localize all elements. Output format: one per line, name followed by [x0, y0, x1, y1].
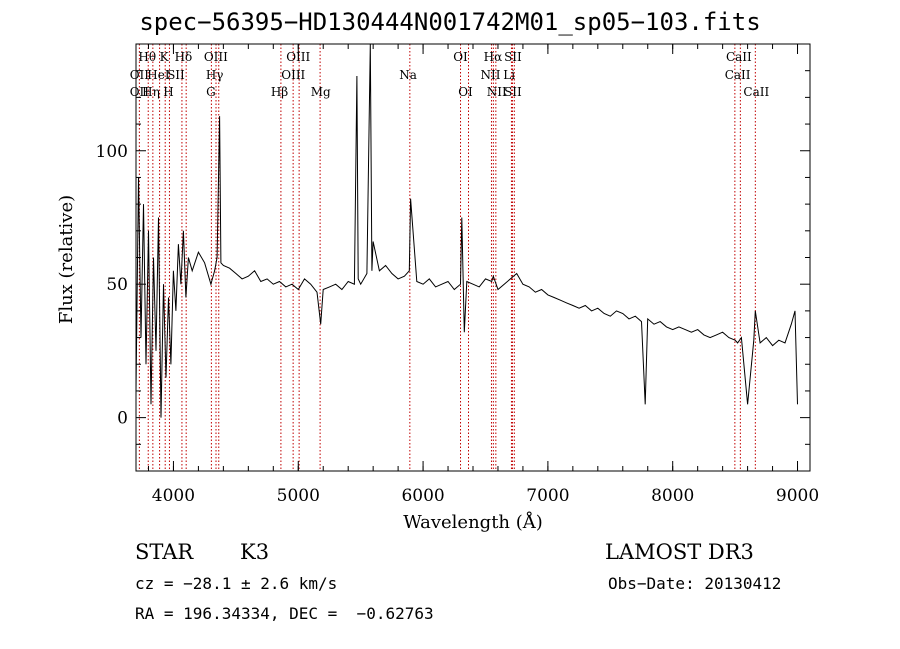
line-label-SII: SII — [167, 68, 185, 82]
line-label-OII: OII — [130, 85, 150, 99]
survey-label: LAMOST DR3 — [605, 540, 754, 564]
line-label-OIII: OIII — [286, 50, 310, 64]
line-label-Mg: Mg — [311, 85, 331, 99]
line-label-HeI: HeI — [147, 68, 170, 82]
line-label-CaII: CaII — [743, 85, 769, 99]
subclass-label: K3 — [240, 540, 270, 564]
line-label-OI: OI — [458, 85, 473, 99]
line-label-Na: Na — [399, 68, 417, 82]
series-line-flux — [135, 43, 798, 418]
line-label-H: H — [163, 85, 173, 99]
line-label-Hδ: Hδ — [175, 50, 193, 64]
x-tick-label: 6000 — [401, 486, 444, 506]
line-label-Hη: Hη — [142, 85, 160, 99]
y-tick-label: 0 — [117, 409, 128, 429]
x-tick-label: 8000 — [651, 486, 694, 506]
line-label-K: K — [160, 50, 170, 64]
line-label-SII: SII — [504, 85, 522, 99]
line-label-CaII: CaII — [725, 68, 751, 82]
class-label: STAR — [135, 540, 194, 564]
x-tick-label: 4000 — [152, 486, 195, 506]
cz-label: cz = −28.1 ± 2.6 km/s — [135, 574, 338, 593]
line-label-OIII: OIII — [204, 50, 228, 64]
line-label-NII: NII — [487, 85, 507, 99]
radec-label: RA = 196.34334, DEC = −0.62763 — [135, 604, 434, 623]
line-label-NII: NII — [480, 68, 500, 82]
line-label-G: G — [206, 85, 216, 99]
line-label-Hα: Hα — [484, 50, 503, 64]
line-label-OI: OI — [453, 50, 468, 64]
obs-date-label: Obs−Date: 20130412 — [608, 574, 782, 593]
line-label-OIII: OIII — [281, 68, 305, 82]
line-label-Hγ: Hγ — [206, 68, 224, 82]
line-label-Hθ: Hθ — [138, 50, 156, 64]
plot-frame — [135, 43, 811, 472]
line-label-CaII: CaII — [726, 50, 752, 64]
y-axis-label: Flux (relative) — [56, 195, 77, 324]
y-tick-label: 100 — [96, 142, 128, 162]
x-tick-label: 7000 — [526, 486, 569, 506]
line-label-SII: SII — [504, 50, 522, 64]
x-tick-label: 5000 — [277, 486, 320, 506]
line-label-Hβ: Hβ — [271, 85, 288, 99]
y-tick-label: 50 — [106, 275, 128, 295]
chart-title: spec−56395−HD130444N001742M01_sp05−103.f… — [139, 8, 761, 36]
x-tick-label: 9000 — [776, 486, 819, 506]
line-label-Li: Li — [503, 68, 515, 82]
x-axis-label: Wavelength (Å) — [403, 511, 543, 533]
line-label-OII: OII — [130, 68, 150, 82]
